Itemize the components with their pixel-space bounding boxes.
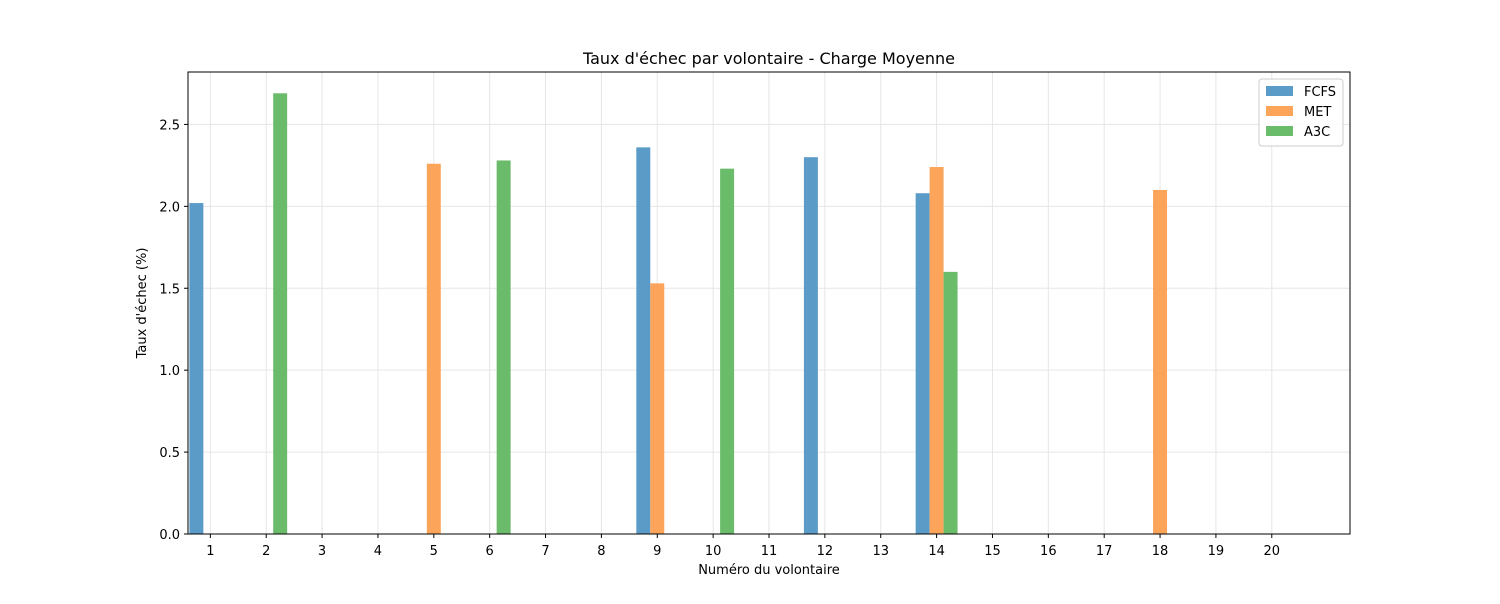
x-tick-label: 20 (1264, 544, 1281, 559)
legend-label: MET (1304, 105, 1331, 120)
x-tick-label: 1 (206, 544, 214, 559)
legend-swatch (1266, 86, 1293, 96)
bar-fcfs (915, 193, 930, 534)
bar-met (426, 163, 441, 534)
legend-swatch (1266, 126, 1293, 136)
x-tick-label: 8 (597, 544, 605, 559)
x-tick-label: 15 (984, 544, 1001, 559)
x-tick-label: 16 (1040, 544, 1057, 559)
bar-fcfs (636, 147, 651, 535)
x-axis-label: Numéro du volontaire (698, 563, 840, 578)
y-tick-label: 1.5 (159, 282, 180, 297)
bar-met (1153, 189, 1168, 534)
x-axis: 1 2 3 4 5 6 7 8 9 10 11 12 13 14 15 16 17 18 19 20 (206, 534, 1280, 559)
y-tick-label: 0.0 (159, 528, 180, 543)
x-tick-label: 13 (872, 544, 889, 559)
legend: FCFS MET A3C (1258, 78, 1344, 147)
y-tick-label: 2.0 (159, 200, 180, 215)
x-tick-label: 3 (318, 544, 326, 559)
bars (189, 93, 1168, 535)
x-tick-label: 17 (1096, 544, 1113, 559)
x-tick-label: 9 (653, 544, 661, 559)
y-tick-label: 0.5 (159, 446, 180, 461)
x-tick-label: 18 (1152, 544, 1169, 559)
y-axis-label: Taux d'échec (%) (135, 248, 150, 360)
y-tick-label: 1.0 (159, 364, 180, 379)
x-tick-label: 14 (928, 544, 945, 559)
grid-lines (188, 72, 1350, 535)
x-tick-label: 7 (541, 544, 549, 559)
bar-fcfs (803, 157, 818, 535)
bar-a3c (720, 168, 735, 534)
y-tick-label: 2.5 (159, 118, 180, 133)
x-tick-label: 2 (262, 544, 270, 559)
bar-met (929, 167, 944, 534)
bar-met (650, 283, 665, 534)
x-tick-label: 5 (430, 544, 438, 559)
bar-a3c (496, 160, 511, 534)
bar-fcfs (189, 203, 204, 534)
bar-a3c (273, 93, 288, 534)
x-tick-label: 6 (486, 544, 494, 559)
legend-swatch (1266, 106, 1293, 116)
x-tick-label: 19 (1208, 544, 1225, 559)
x-tick-label: 12 (817, 544, 834, 559)
bar-a3c (943, 271, 958, 534)
x-tick-label: 4 (374, 544, 382, 559)
chart-title: Taux d'échec par volontaire - Charge Moy… (582, 49, 955, 68)
y-axis: 0.0 0.5 1.0 1.5 2.0 2.5 (159, 118, 188, 543)
x-tick-label: 11 (761, 544, 778, 559)
x-tick-label: 10 (705, 544, 722, 559)
legend-label: FCFS (1304, 85, 1336, 100)
legend-label: A3C (1304, 125, 1330, 140)
